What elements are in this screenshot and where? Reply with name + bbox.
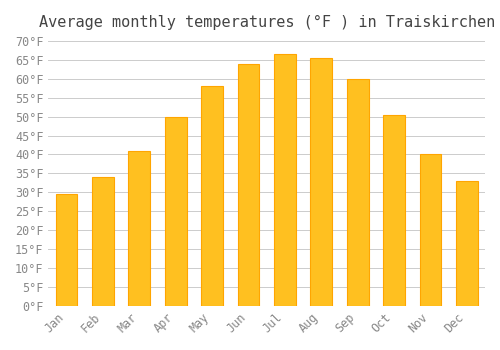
Bar xyxy=(310,58,332,306)
Bar xyxy=(128,150,150,306)
Bar xyxy=(420,154,442,306)
Bar xyxy=(274,54,296,306)
Bar xyxy=(456,181,477,306)
Bar xyxy=(56,194,78,306)
Bar xyxy=(165,117,186,306)
Bar xyxy=(238,64,260,306)
Bar xyxy=(201,86,223,306)
Bar xyxy=(346,79,368,306)
Bar xyxy=(383,115,405,306)
Title: Average monthly temperatures (°F ) in Traiskirchen: Average monthly temperatures (°F ) in Tr… xyxy=(38,15,495,30)
Bar xyxy=(92,177,114,306)
